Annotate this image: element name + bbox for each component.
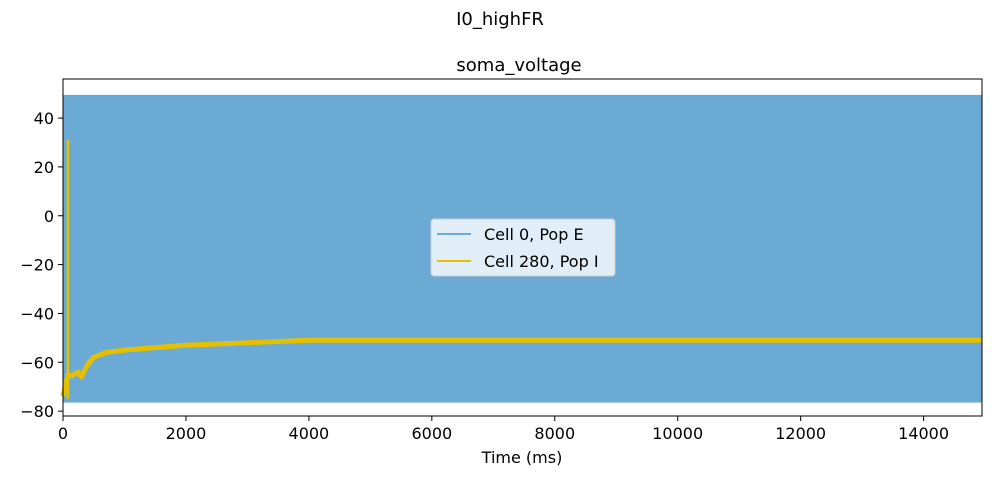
- legend-box: [430, 218, 616, 277]
- x-tick-label: 2000: [166, 424, 207, 443]
- x-axis: 0 2000 4000 6000 8000 10000 12000 14000: [58, 416, 949, 443]
- x-tick-label: 8000: [534, 424, 575, 443]
- y-tick-label: −40: [20, 304, 54, 323]
- y-tick-label: 0: [44, 207, 54, 226]
- figure-suptitle: I0_highFR: [456, 9, 544, 30]
- x-tick-label: 12000: [775, 424, 826, 443]
- y-tick-label: −80: [20, 402, 54, 421]
- x-axis-label: Time (ms): [481, 448, 563, 467]
- chart-title: soma_voltage: [456, 55, 581, 76]
- x-tick-label: 6000: [411, 424, 452, 443]
- y-tick-label: −20: [20, 256, 54, 275]
- y-tick-label: 40: [34, 109, 54, 128]
- y-axis: −80 −60 −40 −20 0 20 40: [20, 109, 63, 421]
- legend: Cell 0, Pop E Cell 280, Pop I: [430, 218, 616, 277]
- axes-frame: [62, 78, 983, 417]
- x-tick-label: 14000: [898, 424, 949, 443]
- x-tick-label: 10000: [652, 424, 703, 443]
- legend-label: Cell 280, Pop I: [484, 252, 599, 271]
- y-tick-label: 20: [34, 158, 54, 177]
- series-cell-280-line: [60, 337, 982, 398]
- legend-label: Cell 0, Pop E: [484, 225, 584, 244]
- x-tick-label: 4000: [289, 424, 330, 443]
- y-tick-label: −60: [20, 353, 54, 372]
- x-tick-label: 0: [58, 424, 68, 443]
